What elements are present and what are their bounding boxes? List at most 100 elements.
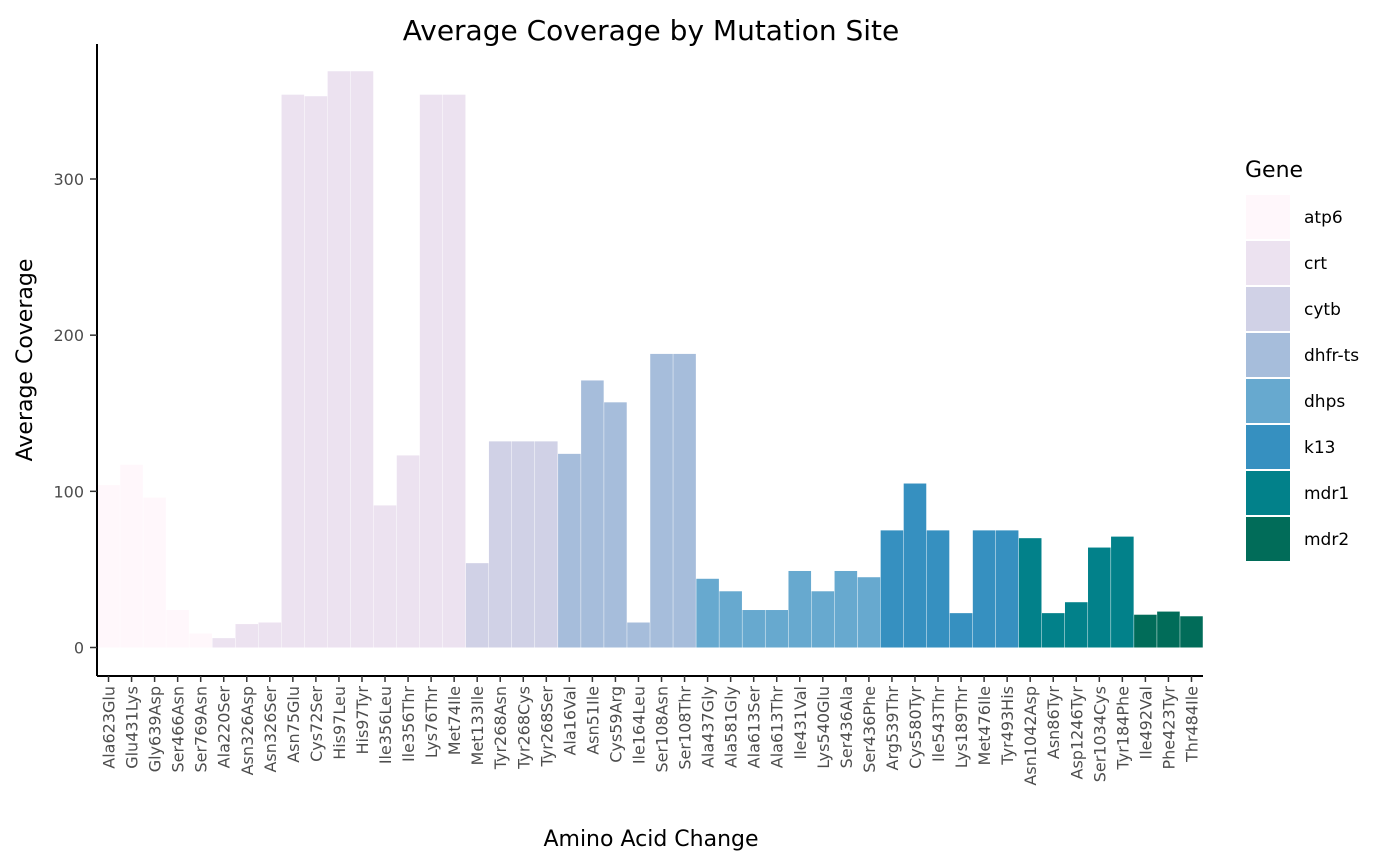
y-tick-label: 100 [53, 482, 84, 501]
bar-phe423tyr [1157, 611, 1180, 648]
x-tick-label: Asp1246Tyr [1067, 686, 1086, 780]
bar-asn326ser [258, 622, 282, 648]
legend-swatch-k13 [1246, 425, 1290, 469]
x-tick-label: Ser436Ala [837, 686, 856, 768]
bars-group [97, 71, 1203, 648]
bar-ala613ser [742, 610, 765, 648]
x-axis-title: Amino Acid Change [543, 827, 758, 852]
bar-ser769asn [189, 633, 212, 648]
x-tick-label: Thr484Ile [1182, 686, 1201, 763]
bar-ser108asn [650, 353, 673, 648]
bar-asn51ile [581, 380, 604, 648]
bar-ile543thr [926, 530, 950, 648]
x-tick-label: Asn75Glu [284, 686, 303, 763]
y-tick-label: 200 [53, 326, 84, 345]
x-tick-label: Lys540Glu [814, 686, 833, 769]
bar-ala623glu [97, 485, 120, 648]
x-tick-label: Lys76Thr [422, 686, 441, 759]
bar-asp1246tyr [1064, 602, 1088, 648]
x-tick-label: Glu431Lys [123, 686, 142, 769]
x-tick-label: Ser769Asn [192, 686, 211, 773]
x-tick-label: Ile164Leu [629, 686, 648, 764]
x-tick-label: His97Leu [330, 686, 349, 760]
bar-lys189thr [949, 613, 973, 648]
bar-met74ile [442, 94, 466, 648]
x-tick-label: Tyr268Ser [537, 686, 556, 768]
x-tick-label: Ser1034Cys [1090, 686, 1109, 782]
bar-tyr268ser [535, 441, 558, 648]
bar-glu431lys [120, 464, 143, 648]
x-tick-label: Gly639Asp [146, 686, 165, 772]
y-axis: 0 100 200 300 [53, 44, 98, 676]
x-tick-label: Tyr268Asn [491, 686, 510, 770]
bar-cys580tyr [903, 483, 927, 648]
x-tick-label: Cys59Arg [606, 686, 625, 763]
bar-his97leu [327, 71, 351, 648]
bar-asn1042asp [1018, 538, 1042, 648]
legend-label-k13: k13 [1304, 438, 1335, 458]
bar-lys540glu [811, 591, 835, 648]
bar-gly639asp [143, 497, 166, 648]
x-tick-label: Ala220Ser [215, 686, 234, 769]
bar-ser108thr [673, 353, 696, 648]
bar-ile356leu [373, 505, 397, 648]
bar-asn326asp [235, 624, 259, 648]
bar-ile431val [788, 570, 812, 648]
legend: Gene atp6 crt cytb dhfr-ts dhps k13 mdr1 mdr2 [1245, 158, 1359, 561]
x-tick-label: Tyr493His [998, 686, 1017, 766]
x-tick-label: Ile356Thr [399, 686, 418, 762]
x-tick-label: Ala613Thr [768, 686, 787, 769]
legend-label-dhfr-ts: dhfr-ts [1304, 346, 1359, 366]
bar-ser436ala [834, 570, 858, 648]
x-tick-label: Ala623Glu [100, 686, 119, 769]
legend-swatch-mdr1 [1246, 471, 1290, 515]
x-tick-label: Met476Ile [975, 686, 994, 765]
x-tick-label: Asn86Tyr [1044, 686, 1063, 760]
legend-swatch-atp6 [1246, 195, 1290, 239]
bar-cys59arg [604, 402, 627, 648]
x-tick-label: Ser108Thr [676, 686, 695, 770]
bar-asn75glu [281, 94, 305, 648]
x-tick-label: Ala437Gly [699, 686, 718, 768]
x-tick-label: Tyr184Phe [1113, 686, 1132, 771]
x-tick-label: Tyr268Cys [514, 686, 533, 770]
x-tick-label: Met133Ile [468, 686, 487, 765]
y-tick-label: 300 [53, 170, 84, 189]
x-tick-label: Asn326Ser [261, 686, 280, 773]
legend-swatch-mdr2 [1246, 517, 1290, 561]
x-tick-label: Ile431Val [791, 686, 810, 760]
x-tick-label: Ile356Leu [376, 686, 395, 764]
x-tick-label: His97Tyr [353, 686, 372, 755]
bar-ser1034cys [1088, 547, 1111, 648]
x-tick-label: Ala581Gly [722, 686, 741, 768]
bar-ala437gly [696, 578, 719, 648]
x-tick-label: Ile492Val [1136, 686, 1155, 760]
x-tick-label: Ala613Ser [745, 686, 764, 769]
legend-title: Gene [1245, 158, 1303, 183]
legend-label-cytb: cytb [1304, 300, 1341, 320]
bar-ala16val [558, 453, 581, 648]
x-tick-label: Arg539Thr [883, 686, 902, 771]
legend-label-dhps: dhps [1304, 392, 1345, 412]
legend-label-atp6: atp6 [1304, 208, 1343, 228]
bar-cys72ser [304, 96, 328, 648]
bar-ala613thr [765, 610, 789, 648]
x-tick-label: Ser108Asn [653, 686, 672, 773]
bar-lys76thr [419, 94, 443, 648]
x-tick-label: Asn1042Asp [1021, 686, 1040, 786]
bar-ala220ser [212, 638, 236, 648]
bar-tyr268asn [488, 441, 512, 648]
x-tick-label: Ala16Val [560, 686, 579, 756]
x-tick-label: Cys580Tyr [906, 686, 925, 769]
bar-ser466asn [166, 610, 189, 648]
bar-ser436phe [857, 577, 881, 648]
chart-title: Average Coverage by Mutation Site [403, 14, 900, 47]
x-tick-label: Asn326Asp [238, 686, 257, 775]
y-axis-title: Average Coverage [13, 259, 38, 462]
legend-swatch-cytb [1246, 287, 1290, 331]
bar-tyr268cys [511, 441, 535, 648]
legend-swatch-dhps [1246, 379, 1290, 423]
x-tick-label: Ile543Thr [929, 686, 948, 762]
y-tick-label: 0 [74, 639, 84, 658]
